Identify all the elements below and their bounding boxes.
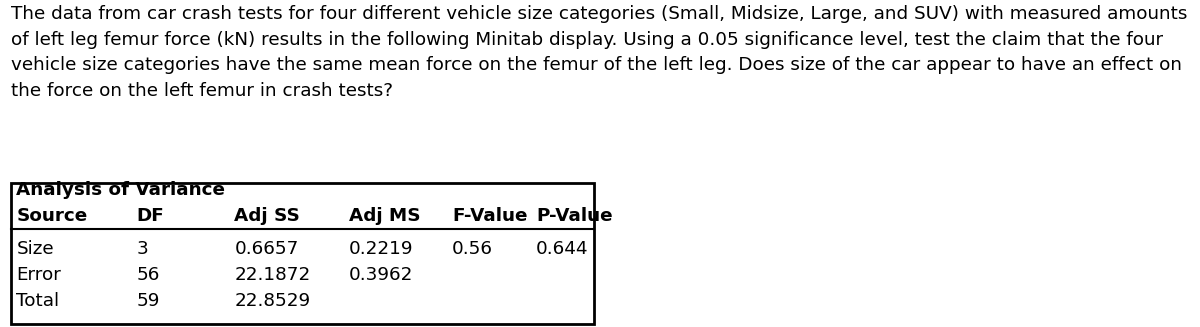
Text: 59: 59 <box>136 292 160 311</box>
Text: 0.3962: 0.3962 <box>349 266 413 284</box>
Text: Source: Source <box>17 207 88 226</box>
Text: 0.6657: 0.6657 <box>234 240 299 258</box>
Text: Adj MS: Adj MS <box>349 207 420 226</box>
Text: 56: 56 <box>136 266 160 284</box>
Text: F-Value: F-Value <box>452 207 528 226</box>
Text: Size: Size <box>17 240 54 258</box>
Text: 3: 3 <box>136 240 148 258</box>
Text: 22.1872: 22.1872 <box>234 266 311 284</box>
Text: 0.644: 0.644 <box>536 240 588 258</box>
Text: 22.8529: 22.8529 <box>234 292 311 311</box>
Text: 0.2219: 0.2219 <box>349 240 413 258</box>
Text: Analysis of Variance: Analysis of Variance <box>17 181 226 199</box>
Text: Total: Total <box>17 292 60 311</box>
Text: P-Value: P-Value <box>536 207 613 226</box>
Text: 0.56: 0.56 <box>452 240 493 258</box>
Text: DF: DF <box>136 207 164 226</box>
Text: The data from car crash tests for four different vehicle size categories (Small,: The data from car crash tests for four d… <box>11 5 1187 100</box>
Text: Error: Error <box>17 266 61 284</box>
Text: Adj SS: Adj SS <box>234 207 300 226</box>
FancyBboxPatch shape <box>11 183 594 324</box>
